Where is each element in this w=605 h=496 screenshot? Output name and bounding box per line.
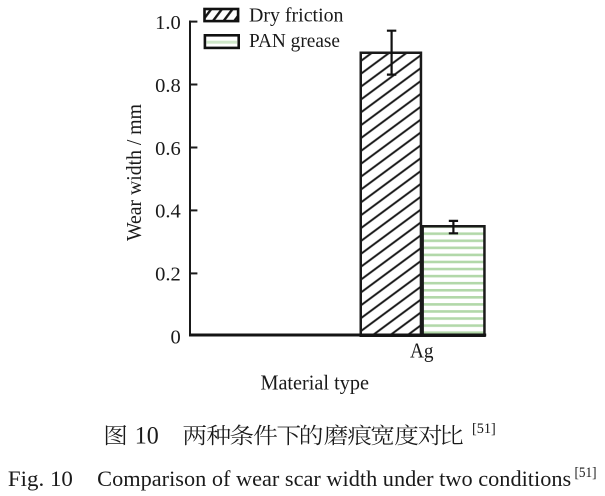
svg-text:0: 0 [171, 327, 181, 349]
svg-text:Dry friction: Dry friction [249, 5, 344, 27]
svg-text:1.0: 1.0 [155, 12, 181, 34]
svg-text:0.2: 0.2 [155, 264, 181, 286]
svg-text:[51]: [51] [472, 421, 496, 437]
svg-text:Fig. 10: Fig. 10 [8, 466, 73, 491]
svg-text:0.6: 0.6 [155, 138, 181, 160]
svg-text:10: 10 [135, 423, 159, 450]
svg-text:[51]: [51] [575, 465, 597, 481]
svg-text:Wear width / mm: Wear width / mm [122, 104, 146, 241]
svg-text:Comparison of wear scar width: Comparison of wear scar width under two … [97, 466, 571, 491]
svg-text:0.4: 0.4 [155, 201, 181, 223]
svg-text:0.8: 0.8 [155, 75, 181, 97]
svg-text:Ag: Ag [410, 339, 434, 363]
svg-text:Material type: Material type [260, 372, 369, 395]
svg-text:PAN grease: PAN grease [249, 30, 340, 52]
